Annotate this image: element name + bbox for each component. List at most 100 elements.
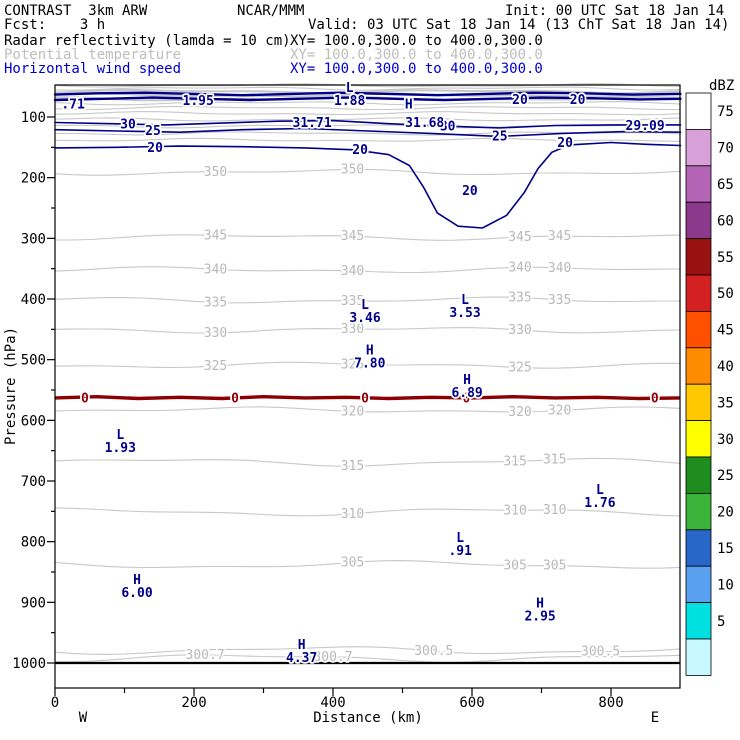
theta-contour-345 [55, 234, 681, 241]
theta-band-contour [54, 111, 681, 116]
theta-contour-300.7 [55, 654, 681, 663]
forecast-hour: Fcst: 3 h [4, 17, 106, 33]
colorbar-swatch [685, 310, 712, 349]
theta-contour-label: 300.5 [414, 644, 453, 659]
theta-contour-label: 325 [204, 359, 227, 374]
colorbar-tick-label: 75 [717, 104, 734, 120]
colorbar-tick-label: 5 [717, 614, 725, 630]
theta-contour-label: 300.5 [581, 645, 620, 660]
x-tick-label: 400 [320, 695, 345, 711]
y-tick-label: 200 [21, 171, 46, 187]
reflectivity-contour-label: 0 [462, 391, 470, 406]
wind-contour-label: 20 [462, 184, 478, 199]
wind-contour-label: 25 [492, 129, 508, 144]
y-tick-label: 300 [21, 231, 46, 247]
wind-extremum-letter: H [298, 638, 306, 653]
theta-contour-330 [54, 327, 681, 334]
field2-name: Potential temperature [4, 47, 182, 63]
theta-contour-label: 350 [204, 165, 227, 180]
theta-contour-label: 340 [204, 262, 227, 277]
y-tick-label: 400 [21, 292, 46, 308]
colorbar-tick-label: 20 [717, 505, 734, 521]
y-tick-label: 100 [21, 110, 46, 126]
theta-contour-label: 330 [508, 323, 531, 338]
wind-contour-label: 20 [512, 93, 528, 108]
field3-name: Horizontal wind speed [4, 61, 182, 77]
wind-contour-line [54, 119, 682, 129]
theta-band-contour [54, 89, 681, 95]
x-tick-label: 200 [181, 695, 206, 711]
theta-contour-label: 310 [543, 503, 566, 518]
y-axis-title: Pressure (hPa) [3, 327, 19, 445]
theta-band-contour [54, 137, 681, 142]
colorbar-swatch [685, 420, 712, 458]
theta-contour-label: 315 [341, 459, 364, 474]
wind-contour-line [53, 96, 682, 102]
colorbar-swatch [685, 201, 712, 239]
wind-contour-label: 30 [120, 117, 136, 132]
colorbar-tick-label: 30 [717, 432, 734, 448]
colorbar-title: dBZ [709, 78, 734, 94]
colorbar-swatch [685, 165, 712, 203]
theta-band-contour [54, 117, 681, 122]
wind-extremum-letter: H [536, 596, 544, 611]
theta-band-contour [54, 105, 681, 111]
wind-extremum-value: 1.95 [183, 94, 214, 109]
colorbar-swatch [685, 456, 712, 494]
reflectivity-zero-contour [54, 394, 681, 401]
theta-contour-label: 320 [548, 404, 571, 419]
y-tick-label: 700 [21, 474, 46, 490]
org-name: NCAR/MMM [237, 3, 305, 19]
wind-extremum-letter: L [116, 428, 124, 443]
theta-contour-label: 330 [341, 322, 364, 337]
wind-extremum-letter: H [405, 97, 413, 112]
theta-contour-label: 300.7 [186, 648, 225, 663]
theta-contour-label: 345 [204, 228, 227, 243]
reflectivity-contour-label: 0 [651, 391, 659, 406]
wind-extremum-value: 3.46 [349, 311, 380, 326]
wind-extremum-value: 3.53 [449, 306, 480, 321]
wind-contour-label: 20 [147, 141, 163, 156]
theta-contour-label: 315 [543, 453, 566, 468]
theta-contour-label: 335 [508, 291, 531, 306]
wind-contour-line [54, 141, 682, 229]
theta-contour-label: 325 [508, 361, 531, 376]
colorbar-swatch [685, 238, 712, 276]
colorbar-tick-label: 10 [717, 577, 734, 593]
east-label: E [651, 710, 659, 726]
y-tick-label: 1000 [12, 656, 46, 672]
theta-contour-label: 310 [341, 507, 364, 522]
wind-contour-label: 20 [352, 143, 368, 158]
theta-contour-label: 335 [341, 294, 364, 309]
theta-contour-label: 335 [548, 293, 571, 308]
x-tick-label: 0 [51, 695, 59, 711]
wind-extremum-letter: L [596, 483, 604, 498]
colorbar-swatch [685, 128, 712, 167]
colorbar-swatch [685, 92, 712, 130]
theta-contour-label: 320 [341, 405, 364, 420]
wind-contour-line [54, 127, 682, 138]
theta-contour-label: 300.7 [313, 650, 352, 665]
colorbar-tick-label: 25 [717, 468, 734, 484]
theta-band-contour [54, 86, 681, 91]
wind-extremum-letter: L [346, 81, 354, 96]
wind-contour-line [53, 91, 682, 97]
wind-extremum-letter: L [456, 531, 464, 546]
colorbar-tick-label: 65 [717, 177, 734, 193]
theta-contour-label: 310 [503, 503, 526, 518]
field3-xy: XY= 100.0,300.0 to 400.0,300.0 [290, 61, 543, 77]
field1-name: Radar reflectivity (lamda = 10 cm) [4, 33, 291, 49]
wind-extremum-letter: H [366, 343, 374, 358]
colorbar-swatch [685, 347, 712, 385]
wind-extremum-value: 29.09 [626, 119, 665, 134]
colorbar-swatch [685, 274, 712, 312]
y-tick-label: 900 [21, 595, 46, 611]
theta-contour-label: 330 [204, 326, 227, 341]
theta-band-contour [54, 83, 681, 88]
theta-contour-335 [54, 296, 681, 304]
plot-frame [54, 84, 681, 689]
wind-extremum-letter: H [463, 373, 471, 388]
colorbar-tick-label: 45 [717, 323, 734, 339]
colorbar-tick-label: 35 [717, 395, 734, 411]
